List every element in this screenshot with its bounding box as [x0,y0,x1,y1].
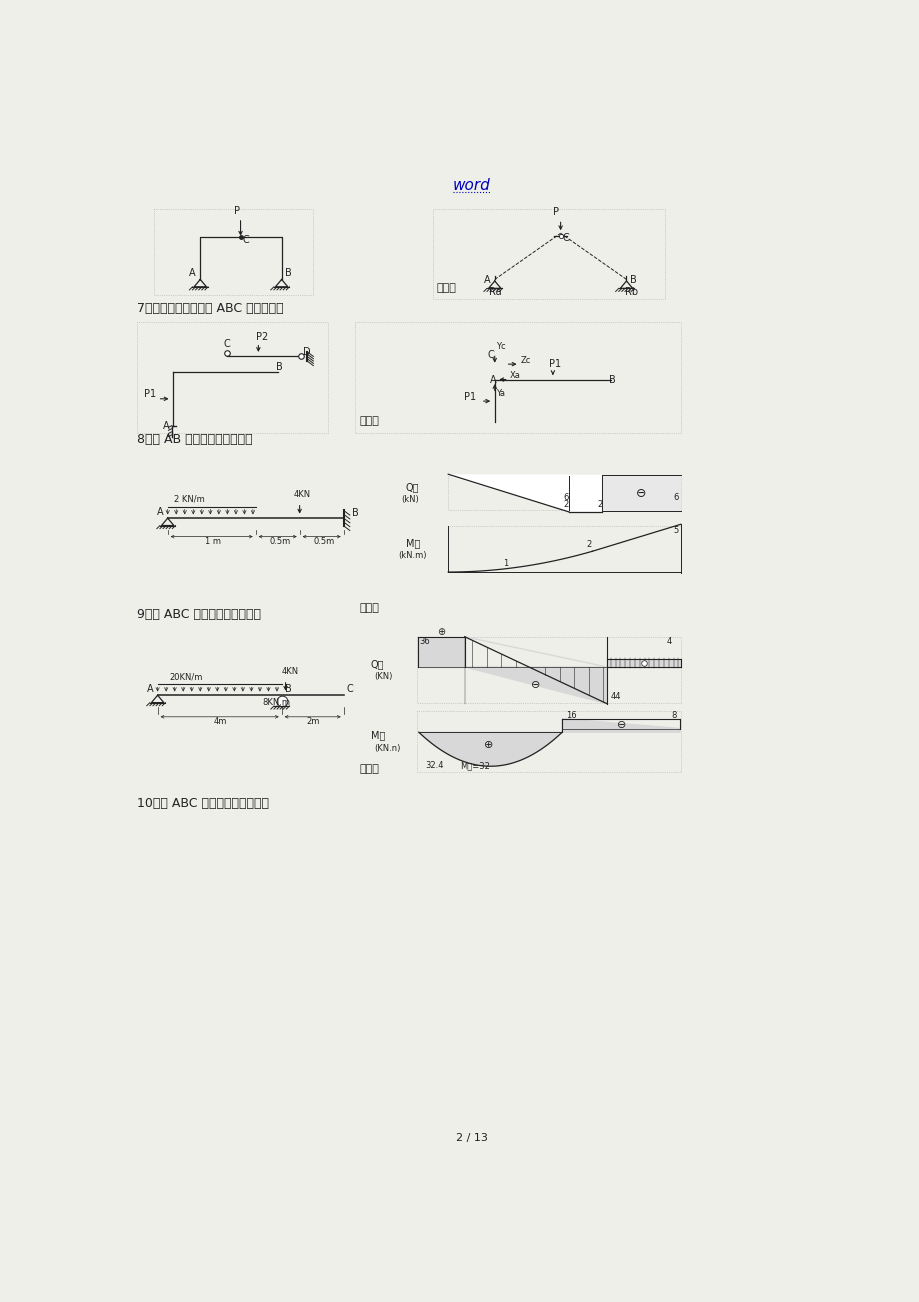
Text: 8KN.m: 8KN.m [262,698,290,707]
Text: A: A [163,421,169,431]
Text: 4: 4 [666,637,671,646]
Text: 8: 8 [671,711,676,720]
Text: 9、作 ABC 梁的剪力和弯矩图。: 9、作 ABC 梁的剪力和弯矩图。 [137,608,260,621]
Text: Yc: Yc [495,341,505,350]
Text: ⊖: ⊖ [635,487,646,500]
Text: B: B [285,684,291,694]
Text: 32.4: 32.4 [425,762,443,771]
Polygon shape [464,667,607,703]
Text: Q图: Q图 [370,659,384,669]
Text: (kN): (kN) [402,495,419,504]
Text: 2: 2 [585,539,591,548]
Text: C: C [487,350,494,359]
Text: 1 m: 1 m [205,536,221,546]
Text: A: A [483,275,490,285]
Polygon shape [418,732,562,766]
Text: (KN.n): (KN.n) [374,743,401,753]
Text: M图: M图 [405,538,420,548]
Text: 4KN: 4KN [293,491,311,500]
Polygon shape [464,637,607,667]
Text: 1: 1 [503,560,507,569]
Text: 6: 6 [673,493,677,503]
Text: 2 / 13: 2 / 13 [455,1133,487,1143]
Text: ⊕: ⊕ [437,626,445,637]
Text: 44: 44 [610,693,620,700]
Text: (KN): (KN) [374,672,392,681]
Polygon shape [569,475,601,512]
Text: 7、画出图示指定物体 ABC 的受力图。: 7、画出图示指定物体 ABC 的受力图。 [137,302,283,315]
Text: 36: 36 [418,638,429,646]
Text: 20KN/m: 20KN/m [169,672,202,681]
Text: B: B [629,275,636,285]
Text: C: C [242,236,248,245]
Text: 0.5m: 0.5m [313,536,335,546]
Text: M中=32: M中=32 [460,762,489,771]
Text: P1: P1 [144,389,156,400]
Text: 答案：: 答案： [358,603,379,612]
Text: P: P [234,206,240,216]
Text: ⊕: ⊕ [483,741,493,750]
Text: P: P [552,207,558,216]
Text: C: C [223,340,230,349]
Text: 4KN: 4KN [281,668,299,677]
Text: D: D [303,346,311,357]
Polygon shape [448,475,569,512]
Text: A: A [490,375,496,384]
Polygon shape [601,475,679,512]
Text: P1: P1 [463,392,475,401]
Text: B: B [608,375,616,384]
Text: A: A [147,684,153,694]
Text: B: B [284,268,291,279]
Text: 16: 16 [565,711,576,720]
Text: ⊖: ⊖ [530,680,540,690]
Text: 答案：: 答案： [358,764,379,775]
Text: word: word [452,178,490,193]
Text: Xa: Xa [510,371,520,380]
Text: Ya: Ya [495,389,505,398]
Text: 8、作 AB 梁的剪力和弯矩图。: 8、作 AB 梁的剪力和弯矩图。 [137,432,252,445]
Text: B: B [276,362,283,371]
Text: 5: 5 [673,526,677,535]
Text: 6: 6 [562,493,568,503]
Text: 答案：: 答案： [437,283,456,293]
Text: M图: M图 [370,730,385,741]
Text: (kN.m): (kN.m) [397,551,425,560]
Text: C: C [562,233,569,243]
Text: C: C [346,684,353,694]
Text: P2: P2 [255,332,268,341]
Text: A: A [156,506,164,517]
Text: Ra: Ra [488,286,501,297]
Text: 2m: 2m [306,716,320,725]
Text: B: B [352,508,358,518]
Text: Rb: Rb [624,286,638,297]
Text: 4m: 4m [213,716,227,725]
Text: 2: 2 [597,500,603,509]
Text: 10、作 ABC 梁的剪力和弯矩图。: 10、作 ABC 梁的剪力和弯矩图。 [137,797,268,810]
Polygon shape [607,659,679,667]
Text: 0.5m: 0.5m [269,536,290,546]
Polygon shape [417,637,464,667]
Text: 2: 2 [562,500,568,509]
Text: Q图: Q图 [405,482,419,492]
Text: Zc: Zc [520,355,531,365]
Text: ⊖: ⊖ [616,720,626,730]
Text: 答案：: 答案： [358,417,379,426]
Text: 2 KN/m: 2 KN/m [174,495,204,503]
Polygon shape [562,719,679,732]
Text: A: A [189,268,196,279]
Text: P1: P1 [549,359,561,370]
